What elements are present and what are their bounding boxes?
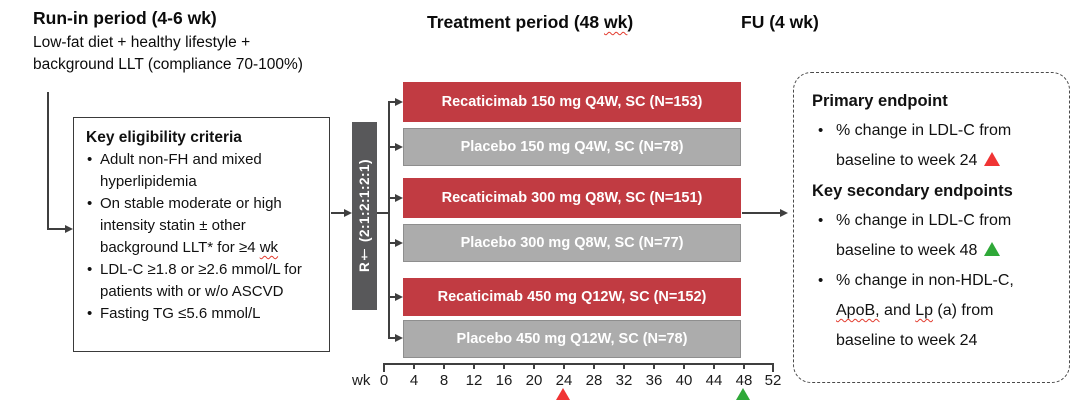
eligibility-to-randomization-line [331, 212, 345, 214]
axis-tick-label: 36 [645, 372, 663, 389]
arms-to-endpoints-line [742, 212, 781, 214]
axis-tick-label: 8 [439, 372, 449, 389]
endpoints-box: Primary endpoint % change in LDL-C from … [793, 72, 1070, 383]
axis-tick [743, 363, 745, 369]
fork-branch-line-4 [388, 242, 396, 244]
secondary-endpoint2-line1: % change in non-HDL-C, [812, 266, 1055, 296]
fork-branch-arrowhead-1-icon [395, 97, 403, 106]
runin-period-title: Run-in period (4-6 wk) [33, 8, 217, 28]
arm-bar-recaticimab-300: Recaticimab 300 mg Q8W, SC (N=151) [403, 178, 741, 218]
fork-branch-line-6 [388, 337, 396, 339]
fork-branch-arrowhead-5-icon [395, 292, 403, 301]
lp-text: Lp [915, 302, 933, 319]
axis-tick [503, 363, 505, 369]
randomization-label: R† (2:1:2:1:2:1) [357, 159, 372, 273]
runin-connector-arrowhead-icon [65, 224, 73, 233]
runin-description-line2: background LLT (compliance 70-100%) [33, 56, 303, 73]
week48-triangle-icon [984, 242, 1001, 256]
axis-tick-label: 16 [495, 372, 513, 389]
secondary-endpoint-week48-marker-icon [736, 388, 750, 400]
axis-tick-label: 40 [675, 372, 693, 389]
week-axis: 0 4 8 12 16 20 24 28 32 36 40 44 48 52 [379, 363, 781, 413]
primary-endpoint-line1: % change in LDL-C from [812, 116, 1055, 146]
secondary-endpoint2-line2: ApoB, and Lp (a) from [812, 296, 1055, 326]
arm-bar-placebo-150: Placebo 150 mg Q4W, SC (N=78) [403, 128, 741, 166]
fork-stem-line [377, 212, 388, 214]
lpa-rest-text: (a) from [932, 302, 994, 319]
runin-connector-horizontal-line [47, 228, 66, 230]
arm-bar-recaticimab-450: Recaticimab 450 mg Q12W, SC (N=152) [403, 278, 741, 316]
primary-endpoint-line2-text: baseline to week 24 [836, 152, 978, 169]
axis-tick [533, 363, 535, 369]
axis-tick-label: 12 [465, 372, 483, 389]
eligibility-item-1: Adult non-FH and mixed hyperlipidemia [86, 149, 318, 193]
eligibility-criteria-box: Key eligibility criteria Adult non-FH an… [73, 117, 330, 352]
axis-tick-label: 52 [764, 372, 782, 389]
axis-tick-label: 48 [735, 372, 753, 389]
primary-endpoint-line2: baseline to week 24 [812, 146, 1055, 176]
fork-branch-arrowhead-3-icon [395, 193, 403, 202]
runin-description-line1: Low-fat diet + healthy lifestyle + [33, 34, 251, 51]
eligibility-item-2: On stable moderate or high intensity sta… [86, 193, 318, 259]
axis-tick-label: 4 [409, 372, 419, 389]
fork-branch-arrowhead-6-icon [395, 333, 403, 342]
secondary-endpoint1-line2: baseline to week 48 [812, 236, 1055, 266]
apob-text: ApoB, [836, 302, 880, 319]
primary-endpoint-title: Primary endpoint [812, 92, 948, 110]
secondary-endpoint2-line3: baseline to week 24 [836, 332, 978, 349]
and-text: and [879, 302, 916, 319]
secondary-endpoints-title: Key secondary endpoints [812, 182, 1013, 200]
axis-tick [443, 363, 445, 369]
axis-tick [772, 363, 774, 372]
week24-triangle-icon [984, 152, 1001, 166]
axis-tick [413, 363, 415, 369]
axis-tick-label: 20 [525, 372, 543, 389]
treatment-title-wk: wk [604, 12, 628, 32]
axis-tick [593, 363, 595, 369]
treatment-title-suffix: ) [627, 12, 634, 32]
axis-tick [473, 363, 475, 369]
arm-bar-placebo-300: Placebo 300 mg Q8W, SC (N=77) [403, 224, 741, 262]
randomization-bar: R† (2:1:2:1:2:1) [352, 122, 377, 310]
axis-line [383, 363, 774, 365]
secondary-endpoint1-line1: % change in LDL-C from [812, 206, 1055, 236]
arms-to-endpoints-arrowhead-icon [780, 208, 788, 217]
eligibility-item-2-text: On stable moderate or high intensity sta… [100, 195, 282, 256]
eligibility-item-2-wk: wk [259, 239, 279, 256]
axis-tick-label: 44 [705, 372, 723, 389]
axis-tick-label: 24 [555, 372, 573, 389]
axis-tick [563, 363, 565, 369]
fork-branch-arrowhead-4-icon [395, 238, 403, 247]
fork-branch-line-5 [388, 296, 396, 298]
axis-tick-label: 28 [585, 372, 603, 389]
runin-connector-vertical-line [47, 92, 49, 229]
axis-tick [623, 363, 625, 369]
axis-tick [383, 363, 385, 372]
axis-tick [713, 363, 715, 369]
fork-branch-arrowhead-2-icon [395, 142, 403, 151]
fork-branch-line-3 [388, 197, 396, 199]
eligibility-to-randomization-arrowhead-icon [344, 208, 352, 217]
fork-branch-line-2 [388, 146, 396, 148]
axis-unit-label: wk [352, 372, 371, 389]
eligibility-item-4: Fasting TG ≤5.6 mmol/L [86, 303, 318, 325]
fork-branch-line-1 [388, 101, 396, 103]
primary-endpoint-week24-marker-icon [556, 388, 570, 400]
arm-bar-recaticimab-150: Recaticimab 150 mg Q4W, SC (N=153) [403, 82, 741, 122]
fork-vertical-line [388, 101, 390, 338]
secondary-endpoint1-line2-text: baseline to week 48 [836, 242, 978, 259]
followup-period-title: FU (4 wk) [741, 12, 819, 32]
eligibility-title: Key eligibility criteria [86, 129, 242, 146]
axis-tick [683, 363, 685, 369]
axis-tick-label: 32 [615, 372, 633, 389]
treatment-period-title: Treatment period (48 wk) [427, 12, 633, 33]
treatment-title-prefix: Treatment period (48 [427, 12, 604, 32]
axis-tick-label: 0 [379, 372, 389, 389]
axis-tick [653, 363, 655, 369]
arm-bar-placebo-450: Placebo 450 mg Q12W, SC (N=78) [403, 320, 741, 358]
eligibility-item-3: LDL-C ≥1.8 or ≥2.6 mmol/L for patients w… [86, 259, 318, 303]
